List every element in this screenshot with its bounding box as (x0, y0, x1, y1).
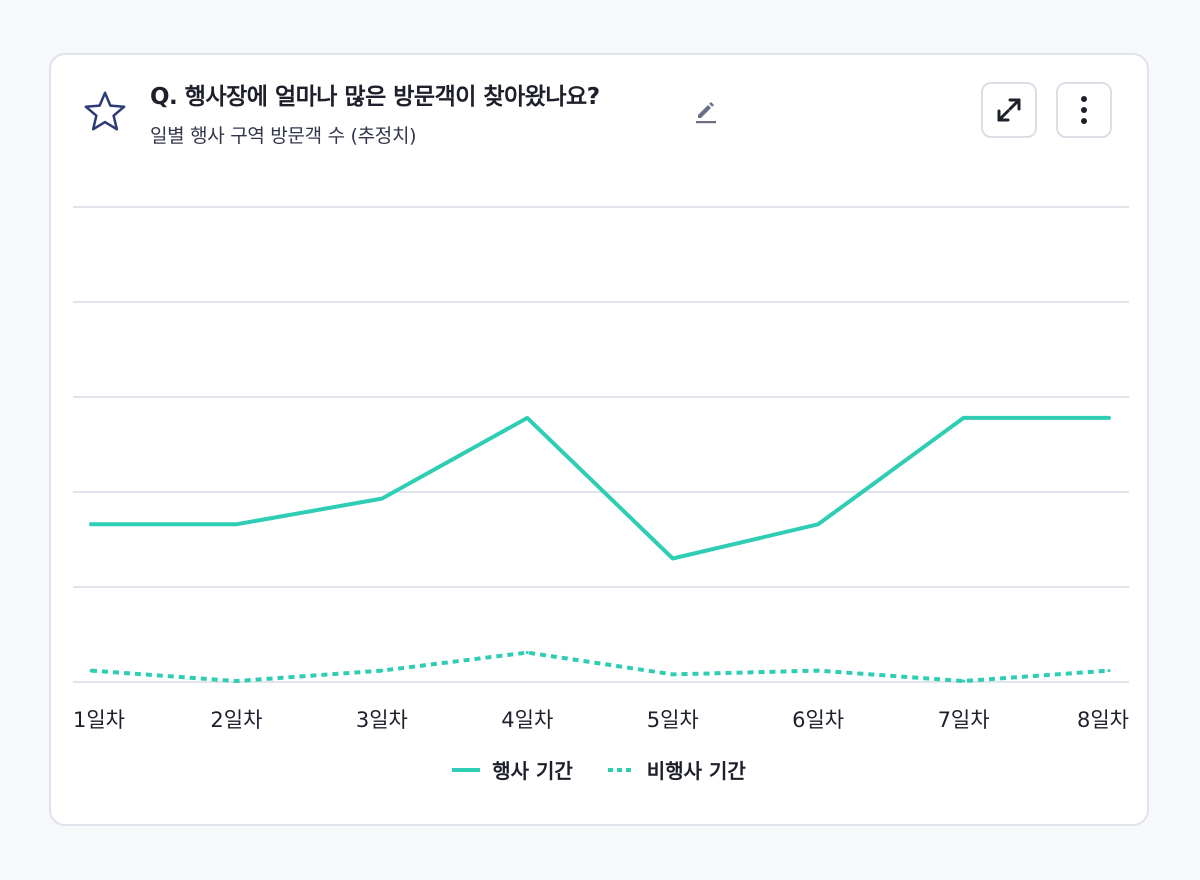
data-point-event (234, 522, 238, 526)
pencil-icon[interactable] (692, 97, 720, 125)
data-point-event (671, 557, 675, 560)
legend-swatch-solid (452, 767, 481, 772)
x-tick-label: 1일차 (73, 708, 125, 732)
series-line-non-event (90, 650, 1110, 684)
data-point-non-event (962, 679, 966, 683)
data-point-non-event (816, 669, 820, 673)
series-line-event (89, 415, 1111, 561)
chart-legend: 행사 기간 비행사 기간 (51, 755, 1147, 784)
data-point-event (89, 522, 93, 526)
data-point-non-event (89, 669, 93, 673)
data-point-non-event (525, 651, 529, 655)
x-tick-label: 4일차 (501, 708, 553, 732)
star-icon[interactable] (82, 89, 128, 135)
chart-card: Q. 행사장에 얼마나 많은 방문객이 찾아왔나요? 일별 행사 구역 방문객 … (49, 53, 1149, 826)
legend-swatch-dotted (607, 767, 634, 772)
data-point-non-event (380, 669, 384, 673)
x-tick-label: 5일차 (647, 708, 699, 732)
data-point-event (525, 416, 529, 420)
x-tick-label: 8일차 (1077, 708, 1129, 732)
legend-label: 행사 기간 (492, 759, 573, 783)
x-tick-label: 6일차 (792, 708, 844, 732)
data-point-event (816, 522, 820, 526)
x-tick-label: 7일차 (938, 708, 990, 732)
chart-title: Q. 행사장에 얼마나 많은 방문객이 찾아왔나요? (150, 84, 600, 110)
expand-button[interactable] (981, 82, 1037, 138)
chart-subtitle: 일별 행사 구역 방문객 수 (추정치) (150, 125, 417, 147)
data-point-event (380, 497, 384, 501)
legend-item[interactable]: 비행사 기간 (607, 755, 746, 784)
data-point-non-event (1107, 669, 1111, 673)
x-tick-label: 2일차 (210, 708, 262, 732)
data-point-non-event (234, 679, 238, 683)
more-options-button[interactable] (1056, 82, 1112, 138)
x-tick-label: 3일차 (356, 708, 408, 732)
data-point-event (962, 416, 966, 420)
line-chart: 1일차 2일차 3일차 4일차 5일차 6일차 7일차 8일차 (73, 206, 1129, 732)
legend-label: 비행사 기간 (646, 759, 746, 783)
more-vertical-icon (1081, 96, 1087, 124)
data-point-event (1107, 416, 1111, 420)
data-point-non-event (671, 672, 675, 676)
expand-icon (997, 98, 1021, 122)
legend-item[interactable]: 행사 기간 (452, 755, 573, 784)
